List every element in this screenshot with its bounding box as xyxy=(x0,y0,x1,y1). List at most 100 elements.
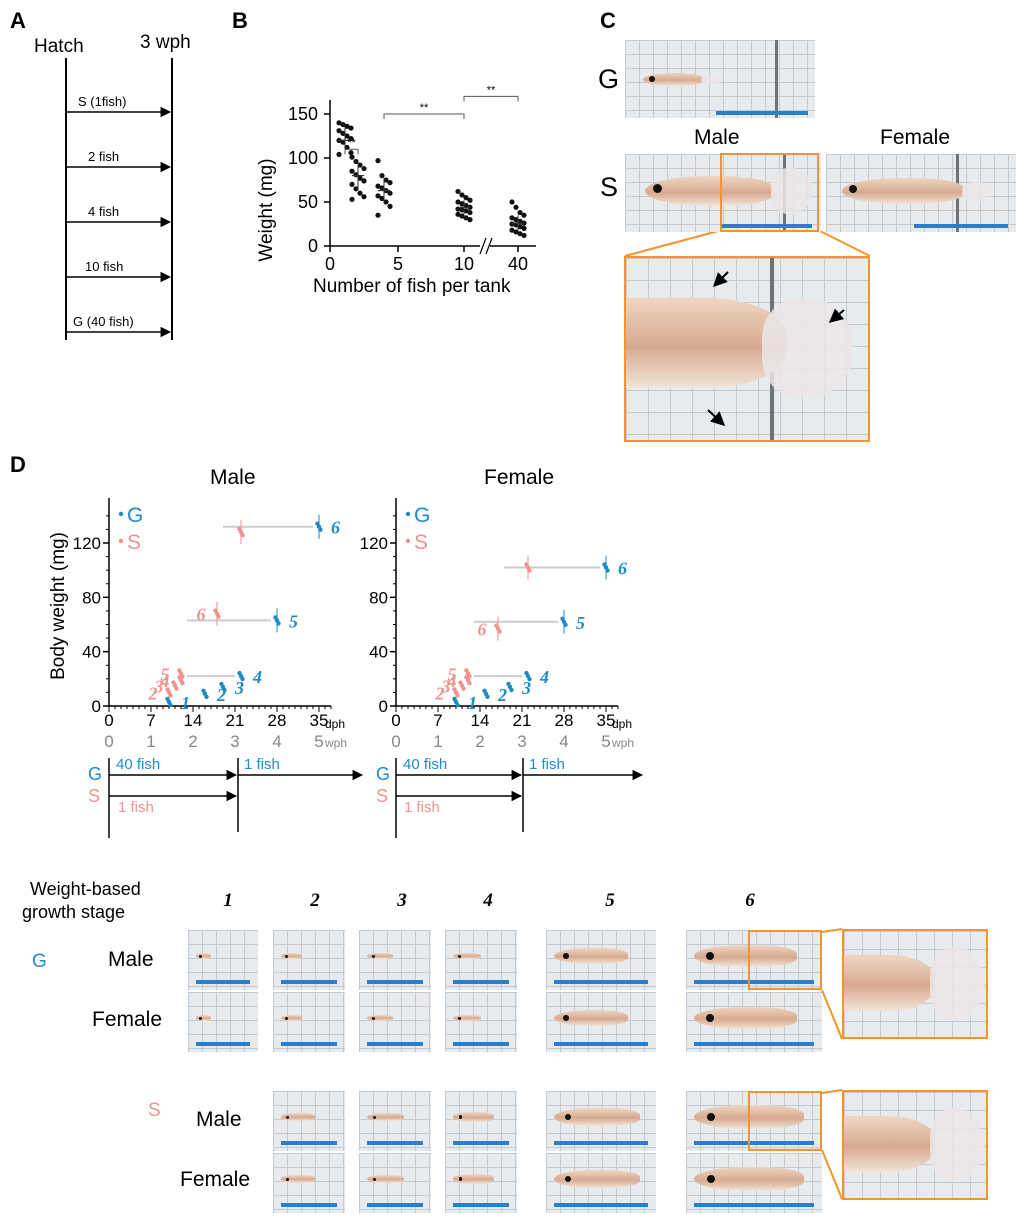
stage-label: 5 xyxy=(448,664,457,684)
panel-label-b: B xyxy=(232,8,248,33)
fish xyxy=(281,1015,302,1021)
fish-tail xyxy=(930,947,984,1021)
scale-bar xyxy=(281,1203,337,1207)
data-point xyxy=(383,177,389,183)
growth-stage-photo xyxy=(445,930,517,990)
panel-c-row-s: S xyxy=(600,172,618,202)
growth-stage-photo xyxy=(546,1091,656,1151)
stage-label: 2 xyxy=(148,683,158,703)
wph-tick-label: 0 xyxy=(391,732,400,751)
fish xyxy=(281,1113,315,1121)
fish-eye xyxy=(199,1016,203,1020)
g-before-label: 40 fish xyxy=(403,756,447,773)
data-point xyxy=(517,231,523,237)
fish-eye xyxy=(371,954,375,958)
fish xyxy=(554,1009,629,1027)
data-point xyxy=(357,175,363,181)
wph-tick-label: 4 xyxy=(559,732,568,751)
x-tick-label: 14 xyxy=(471,711,490,730)
stage-number: 2 xyxy=(309,890,320,911)
data-point xyxy=(349,196,355,202)
photo-g-male: Male xyxy=(108,948,154,971)
fish-eye xyxy=(564,1113,572,1121)
data-point xyxy=(204,694,209,699)
fish-eye xyxy=(286,1177,290,1181)
stage-label: 6 xyxy=(618,558,627,578)
zoom-box xyxy=(748,1091,822,1151)
scale-bar xyxy=(367,980,423,984)
wph-unit: wph xyxy=(324,736,347,750)
x-tick-label: 35 xyxy=(310,711,329,730)
fish-eye xyxy=(372,1115,376,1119)
zoom-connector-line xyxy=(624,229,723,257)
legend-dot xyxy=(118,511,124,517)
fish-tail xyxy=(701,76,723,84)
fish-eye xyxy=(706,1112,716,1122)
y-tick-label: 0 xyxy=(92,697,101,716)
fish-eye xyxy=(457,954,461,958)
fish-tail xyxy=(930,1108,984,1182)
scale-bar xyxy=(716,111,808,115)
photo-group-s: S xyxy=(148,1100,161,1121)
y-tick-label: 0 xyxy=(308,236,318,256)
data-point xyxy=(361,165,367,172)
data-point xyxy=(349,168,355,174)
data-point xyxy=(521,225,527,231)
data-point xyxy=(467,197,473,203)
wph-tick-label: 5 xyxy=(601,732,610,751)
y-tick-label: 0 xyxy=(379,697,388,716)
data-point xyxy=(461,686,466,691)
fish xyxy=(281,1175,315,1183)
growth-stage-photo xyxy=(359,1091,431,1151)
fish xyxy=(367,953,394,959)
scale-bar xyxy=(554,1203,648,1207)
legend-s: S xyxy=(414,531,428,554)
growth-stage-photo xyxy=(686,992,822,1052)
data-point xyxy=(222,687,227,693)
significance-bracket xyxy=(463,95,519,102)
data-point xyxy=(348,125,354,131)
stage-numbers: 1 2 3 4 5 6 xyxy=(223,890,755,911)
data-point xyxy=(168,702,173,708)
stage-label: 2 xyxy=(216,685,226,705)
y-tick-label: 40 xyxy=(369,643,388,662)
panel-a-groups: S (1fish) 2 fish 4 fish 10 fish G (40 fi… xyxy=(66,94,172,338)
data-point xyxy=(353,186,359,192)
zoom-box xyxy=(720,153,819,232)
x-tick-label: 7 xyxy=(433,711,442,730)
data-point xyxy=(383,199,389,205)
data-point xyxy=(485,694,490,699)
growth-stage-photo xyxy=(273,992,345,1052)
fish xyxy=(645,176,773,206)
stage-number: 1 xyxy=(223,890,233,911)
x-tick-label: 40 xyxy=(508,254,528,274)
data-point xyxy=(375,193,381,199)
stage-label: 4 xyxy=(539,667,549,687)
fish-eye xyxy=(564,1175,572,1183)
scale-bar xyxy=(367,1203,423,1207)
data-point xyxy=(513,229,519,235)
data-point xyxy=(509,215,515,221)
fish xyxy=(367,1015,394,1021)
arrow-s-label: S xyxy=(88,786,100,806)
significance-stars: ** xyxy=(487,84,496,96)
wph-tick-label: 0 xyxy=(104,732,113,751)
growth-stage-photo xyxy=(445,1091,517,1151)
stage-label: 1 xyxy=(468,693,477,713)
scale-bar xyxy=(453,1042,509,1046)
growth-stage-photo xyxy=(686,1153,822,1213)
data-point xyxy=(509,687,514,693)
growth-stage-photo xyxy=(188,930,258,990)
data-point xyxy=(459,213,465,219)
wph-tick-label: 1 xyxy=(146,732,155,751)
data-point xyxy=(455,199,461,205)
fish xyxy=(453,1112,495,1122)
stage-title-line1: Weight-based xyxy=(30,879,141,899)
fish-eye xyxy=(457,1016,461,1020)
data-point xyxy=(509,199,515,205)
legend-dot xyxy=(405,538,411,544)
data-point xyxy=(517,209,523,216)
group-label: 10 fish xyxy=(85,259,123,274)
significance-bracket xyxy=(383,113,465,119)
wph-tick-label: 1 xyxy=(433,732,442,751)
